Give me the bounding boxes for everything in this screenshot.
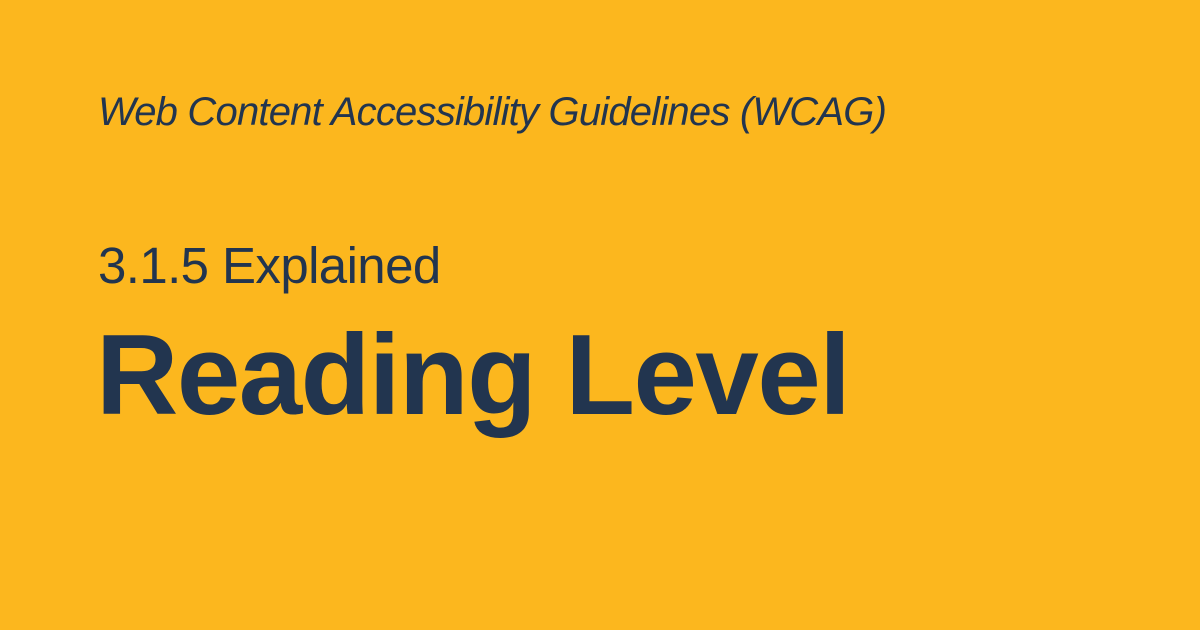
- page-title: Reading Level: [96, 312, 851, 439]
- criterion-subtitle: 3.1.5 Explained: [98, 237, 441, 294]
- guidelines-eyebrow: Web Content Accessibility Guidelines (WC…: [98, 90, 887, 134]
